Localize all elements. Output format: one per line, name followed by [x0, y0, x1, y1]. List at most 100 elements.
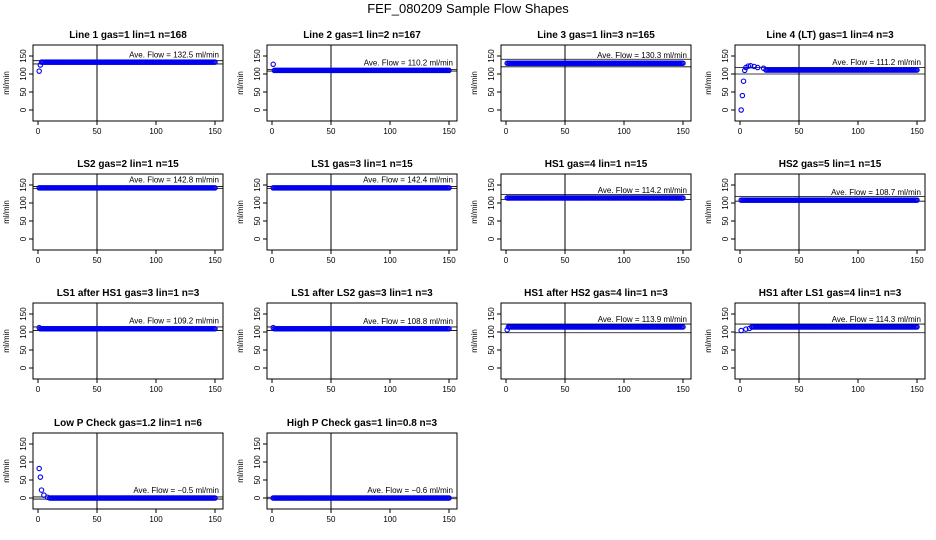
y-axis-label: ml/min — [2, 200, 11, 224]
data-point — [36, 465, 42, 472]
x-tick-label: 0 — [738, 127, 743, 136]
y-tick-label: 0 — [253, 495, 262, 500]
panel-title: Line 4 (LT) gas=1 lin=4 n=3 — [766, 30, 894, 41]
data-point — [446, 67, 452, 74]
y-tick-label: 100 — [19, 67, 28, 81]
panel-7: HS1 gas=4 lin=1 n=15 0 50 100 150 0 50 100 150 ml… — [470, 159, 692, 265]
y-axis-label: ml/min — [236, 329, 245, 353]
figure-title: FEF_080209 Sample Flow Shapes — [367, 1, 569, 16]
panel-title: Line 2 gas=1 lin=2 n=167 — [303, 30, 421, 41]
panel-title: Line 3 gas=1 lin=3 n=165 — [537, 30, 655, 41]
y-tick-label: 100 — [721, 67, 730, 81]
y-tick-label: 0 — [253, 236, 262, 241]
y-tick-label: 150 — [721, 307, 730, 321]
y-tick-label: 0 — [487, 236, 496, 241]
x-tick-label: 100 — [617, 385, 631, 394]
x-tick-label: 50 — [561, 127, 570, 136]
plot-box — [266, 302, 458, 380]
data-point — [914, 324, 920, 330]
x-tick-label: 150 — [676, 127, 690, 136]
y-tick-label: 100 — [253, 67, 262, 81]
x-tick-label: 100 — [851, 385, 865, 394]
data-point — [738, 107, 744, 113]
plot-box — [266, 44, 458, 122]
x-tick-label: 0 — [36, 515, 41, 524]
plot-box — [32, 432, 224, 510]
plot-box — [500, 173, 692, 251]
y-tick-label: 100 — [19, 455, 28, 469]
y-tick-label: 150 — [721, 49, 730, 63]
y-tick-label: 150 — [487, 307, 496, 321]
x-tick-label: 100 — [149, 256, 163, 265]
data-point — [36, 68, 42, 74]
panel-title: LS1 after HS1 gas=3 lin=1 n=3 — [57, 288, 200, 299]
plot-box — [734, 173, 926, 251]
data-point — [212, 326, 218, 332]
data-point — [270, 61, 276, 68]
mean-annotation: Ave. Flow = 130.3 ml/min — [597, 51, 687, 60]
mean-annotation: Ave. Flow = 113.9 ml/min — [598, 315, 687, 324]
y-tick-label: 150 — [19, 437, 28, 451]
x-tick-label: 50 — [327, 515, 336, 524]
panel-4: Line 4 (LT) gas=1 lin=4 n=3 0 50 100 150 0 50 1… — [704, 30, 926, 136]
y-axis-label: ml/min — [236, 71, 245, 95]
mean-annotation: Ave. Flow = 109.2 ml/min — [129, 317, 219, 326]
x-tick-label: 0 — [738, 385, 743, 394]
panel-10: LS1 after LS2 gas=3 lin=1 n=3 0 50 100 150 0 5… — [236, 288, 458, 394]
y-axis-label: ml/min — [236, 459, 245, 483]
data-point — [914, 197, 920, 203]
x-tick-label: 150 — [442, 515, 456, 524]
y-tick-label: 150 — [253, 437, 262, 451]
x-tick-label: 150 — [910, 127, 924, 136]
y-tick-label: 50 — [253, 345, 262, 354]
data-point — [38, 487, 45, 493]
y-tick-label: 50 — [19, 345, 28, 354]
panel-title: LS2 gas=2 lin=1 n=15 — [77, 159, 179, 170]
x-tick-label: 0 — [36, 385, 41, 394]
panel-1: Line 1 gas=1 lin=1 n=168 0 50 100 150 0 50 100 1… — [2, 30, 224, 136]
panel-2: Line 2 gas=1 lin=2 n=167 0 50 100 150 0 50 100 1… — [236, 30, 458, 136]
y-tick-label: 50 — [721, 345, 730, 354]
panel-title: LS1 after LS2 gas=3 lin=1 n=3 — [291, 288, 433, 299]
x-tick-label: 150 — [442, 385, 456, 394]
plot-box — [734, 44, 926, 122]
data-point — [680, 195, 686, 201]
mean-annotation: Ave. Flow = 111.2 ml/min — [832, 58, 921, 67]
x-tick-label: 50 — [795, 385, 804, 394]
x-tick-label: 50 — [93, 515, 102, 524]
x-tick-label: 50 — [327, 385, 336, 394]
x-tick-label: 150 — [910, 256, 924, 265]
y-tick-label: 50 — [253, 216, 262, 225]
mean-annotation: Ave. Flow = 142.4 ml/min — [363, 176, 453, 185]
x-tick-label: 100 — [149, 515, 163, 524]
y-tick-label: 100 — [19, 196, 28, 210]
y-tick-label: 100 — [253, 325, 262, 339]
data-point — [446, 495, 452, 501]
panel-title: Line 1 gas=1 lin=1 n=168 — [69, 30, 187, 41]
y-tick-label: 0 — [721, 236, 730, 241]
x-tick-label: 50 — [561, 385, 570, 394]
y-tick-label: 0 — [253, 107, 262, 112]
mean-annotation: Ave. Flow = 108.8 ml/min — [363, 317, 453, 326]
panel-5: LS2 gas=2 lin=1 n=15 0 50 100 150 0 50 100 150 ml… — [2, 159, 224, 265]
panel-11: HS1 after HS2 gas=4 lin=1 n=3 0 50 100 150 0 5… — [470, 288, 692, 394]
y-tick-label: 150 — [19, 49, 28, 63]
data-point — [754, 64, 761, 71]
y-tick-label: 0 — [19, 236, 28, 241]
panel-3: Line 3 gas=1 lin=3 n=165 0 50 100 150 0 50 100 1… — [470, 30, 692, 136]
y-tick-label: 150 — [253, 49, 262, 63]
y-tick-label: 0 — [487, 365, 496, 370]
y-tick-label: 100 — [721, 325, 730, 339]
plot-box — [734, 302, 926, 380]
x-tick-label: 100 — [617, 256, 631, 265]
y-tick-label: 100 — [253, 196, 262, 210]
y-axis-label: ml/min — [470, 71, 479, 95]
x-tick-label: 0 — [270, 256, 275, 265]
panel-title: High P Check gas=1 lin=0.8 n=3 — [287, 418, 438, 429]
x-tick-label: 0 — [270, 127, 275, 136]
y-tick-label: 100 — [19, 325, 28, 339]
x-tick-label: 50 — [93, 256, 102, 265]
x-tick-label: 50 — [93, 385, 102, 394]
x-tick-label: 100 — [149, 385, 163, 394]
plot-box — [32, 44, 224, 122]
